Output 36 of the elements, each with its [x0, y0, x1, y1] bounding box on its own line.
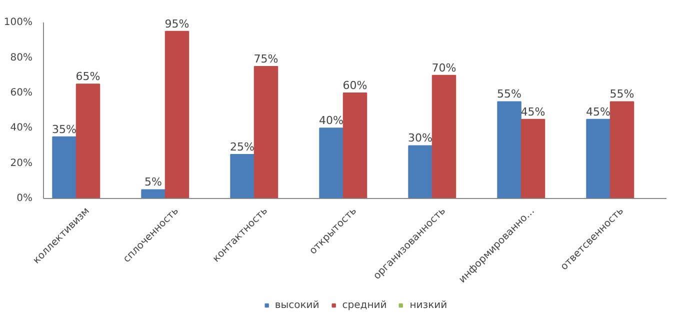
data-label: 75% — [254, 52, 278, 66]
y-tick-label: 20% — [10, 158, 33, 169]
bar — [141, 189, 166, 198]
data-label: 60% — [342, 78, 368, 92]
y-tick-label: 100% — [4, 17, 33, 28]
data-label: 55% — [497, 88, 522, 101]
data-label: 35% — [52, 122, 76, 136]
bar — [520, 118, 546, 198]
data-label: 30% — [408, 132, 432, 145]
data-label: 95% — [164, 17, 190, 30]
bar — [432, 74, 456, 198]
data-label: 70% — [432, 61, 456, 74]
bar — [586, 118, 610, 198]
bar — [610, 101, 634, 198]
data-label: 65% — [76, 70, 100, 84]
data-label: 5% — [144, 176, 162, 189]
bar — [52, 136, 76, 198]
bar — [230, 154, 254, 198]
y-tick-label: 60% — [10, 87, 33, 98]
legend-label: высокий — [274, 299, 320, 311]
legend-label: средний — [342, 299, 387, 311]
y-tick-label: 80% — [10, 52, 33, 64]
data-label: 55% — [610, 88, 634, 101]
y-tick-label: 0% — [16, 193, 33, 204]
data-label: 40% — [319, 114, 344, 128]
data-label: 45% — [586, 105, 610, 118]
bar — [164, 30, 190, 198]
y-tick-label: 40% — [10, 122, 33, 134]
bar — [319, 128, 344, 198]
legend-label: низкий — [410, 299, 448, 311]
bar — [76, 84, 100, 198]
bar — [342, 92, 368, 198]
data-label: 25% — [230, 140, 254, 154]
bar — [408, 145, 432, 198]
bar — [254, 66, 278, 198]
bar — [497, 101, 522, 198]
